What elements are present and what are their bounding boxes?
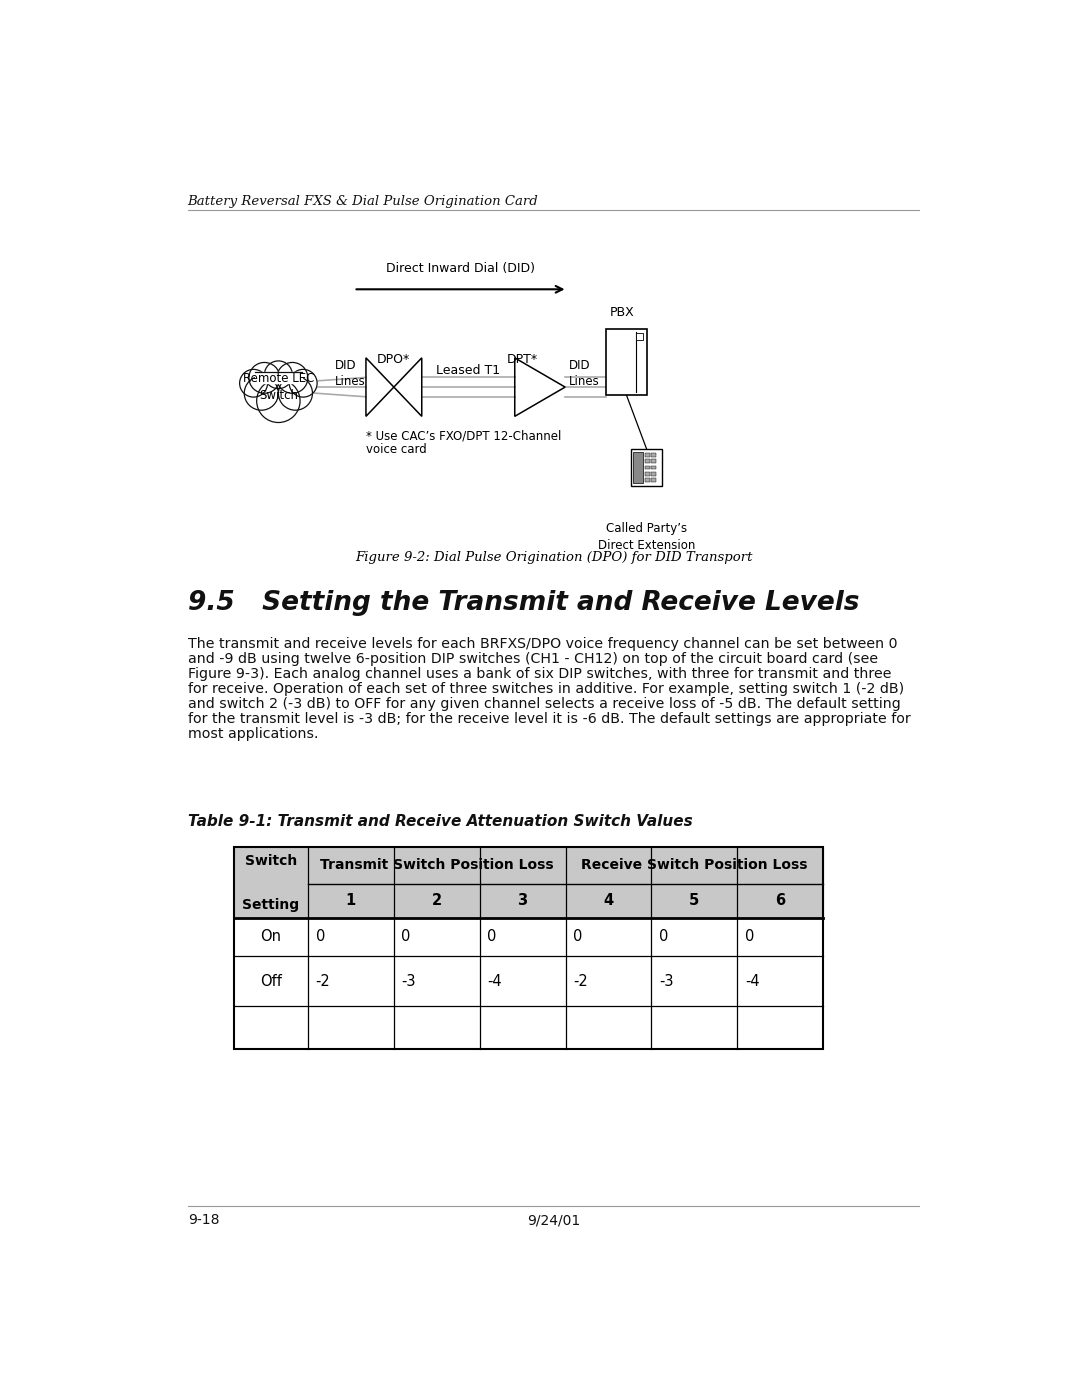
- Text: Called Party’s
Direct Extension: Called Party’s Direct Extension: [598, 522, 696, 552]
- Text: 0: 0: [659, 929, 669, 944]
- Text: -2: -2: [315, 974, 330, 989]
- Text: Off: Off: [260, 974, 282, 989]
- Text: 9-18: 9-18: [188, 1214, 219, 1228]
- Bar: [255, 372, 301, 383]
- Bar: [631, 448, 662, 486]
- Text: 1: 1: [346, 893, 356, 908]
- Circle shape: [279, 376, 312, 411]
- Text: -4: -4: [487, 974, 502, 989]
- Bar: [234, 847, 823, 1049]
- Text: 6: 6: [775, 893, 785, 908]
- Text: Figure 9-2: Dial Pulse Origination (DPO) for DID Transport: Figure 9-2: Dial Pulse Origination (DPO)…: [354, 550, 753, 564]
- Text: Leased T1: Leased T1: [436, 365, 500, 377]
- Text: 3: 3: [517, 893, 528, 908]
- Bar: [234, 884, 823, 918]
- Text: 2: 2: [432, 893, 442, 908]
- Text: Table 9-1: Transmit and Receive Attenuation Switch Values: Table 9-1: Transmit and Receive Attenuat…: [188, 814, 692, 830]
- Bar: [651, 465, 656, 469]
- Bar: [645, 478, 649, 482]
- Text: 0: 0: [402, 929, 410, 944]
- Bar: [633, 451, 643, 482]
- Text: Receive Switch Position Loss: Receive Switch Position Loss: [581, 858, 808, 872]
- Text: and -9 dB using twelve 6-position DIP switches (CH1 - CH12) on top of the circui: and -9 dB using twelve 6-position DIP sw…: [188, 652, 878, 666]
- Bar: [645, 472, 649, 475]
- Bar: [645, 460, 649, 464]
- Text: 0: 0: [573, 929, 582, 944]
- Text: most applications.: most applications.: [188, 728, 319, 742]
- Text: Remote LEC
Switch: Remote LEC Switch: [243, 372, 314, 402]
- Text: voice card: voice card: [366, 443, 427, 457]
- Text: 5: 5: [689, 893, 700, 908]
- Text: DPO*: DPO*: [377, 353, 410, 366]
- Text: and switch 2 (-3 dB) to OFF for any given channel selects a receive loss of -5 d: and switch 2 (-3 dB) to OFF for any give…: [188, 697, 901, 711]
- Bar: [645, 465, 649, 469]
- Text: -3: -3: [659, 974, 674, 989]
- Text: Battery Reversal FXS & Dial Pulse Origination Card: Battery Reversal FXS & Dial Pulse Origin…: [188, 194, 539, 208]
- Text: 9.5   Setting the Transmit and Receive Levels: 9.5 Setting the Transmit and Receive Lev…: [188, 590, 860, 616]
- Bar: [651, 460, 656, 464]
- Text: 0: 0: [487, 929, 497, 944]
- Bar: [651, 453, 656, 457]
- Text: -2: -2: [573, 974, 588, 989]
- Bar: [645, 453, 649, 457]
- Text: 9/24/01: 9/24/01: [527, 1214, 580, 1228]
- Bar: [636, 334, 644, 339]
- Bar: [606, 330, 647, 395]
- Bar: [234, 847, 823, 884]
- Text: -4: -4: [745, 974, 759, 989]
- Text: Switch: Switch: [245, 855, 297, 869]
- Text: DID
Lines: DID Lines: [569, 359, 599, 387]
- Circle shape: [265, 360, 293, 388]
- Bar: [651, 472, 656, 475]
- Circle shape: [257, 380, 300, 422]
- Text: 4: 4: [604, 893, 613, 908]
- Text: DID
Lines: DID Lines: [335, 359, 366, 387]
- Circle shape: [244, 376, 279, 411]
- Text: PBX: PBX: [610, 306, 635, 320]
- Text: DPT*: DPT*: [507, 353, 538, 366]
- Text: Setting: Setting: [242, 897, 299, 911]
- Text: -3: -3: [402, 974, 416, 989]
- Circle shape: [276, 362, 308, 393]
- Text: 0: 0: [315, 929, 325, 944]
- Text: The transmit and receive levels for each BRFXS/DPO voice frequency channel can b: The transmit and receive levels for each…: [188, 637, 897, 651]
- Text: 0: 0: [745, 929, 755, 944]
- Text: Transmit Switch Position Loss: Transmit Switch Position Loss: [320, 858, 553, 872]
- Text: for receive. Operation of each set of three switches in additive. For example, s: for receive. Operation of each set of th…: [188, 682, 904, 696]
- Bar: [651, 478, 656, 482]
- Circle shape: [248, 362, 280, 393]
- Text: Direct Inward Dial (DID): Direct Inward Dial (DID): [386, 263, 535, 275]
- Text: On: On: [260, 929, 282, 944]
- Text: for the transmit level is -3 dB; for the receive level it is -6 dB. The default : for the transmit level is -3 dB; for the…: [188, 712, 910, 726]
- Circle shape: [240, 369, 268, 397]
- Text: Figure 9-3). Each analog channel uses a bank of six DIP switches, with three for: Figure 9-3). Each analog channel uses a …: [188, 668, 891, 682]
- Circle shape: [289, 369, 318, 397]
- Text: * Use CAC’s FXO/DPT 12-Channel: * Use CAC’s FXO/DPT 12-Channel: [366, 429, 562, 443]
